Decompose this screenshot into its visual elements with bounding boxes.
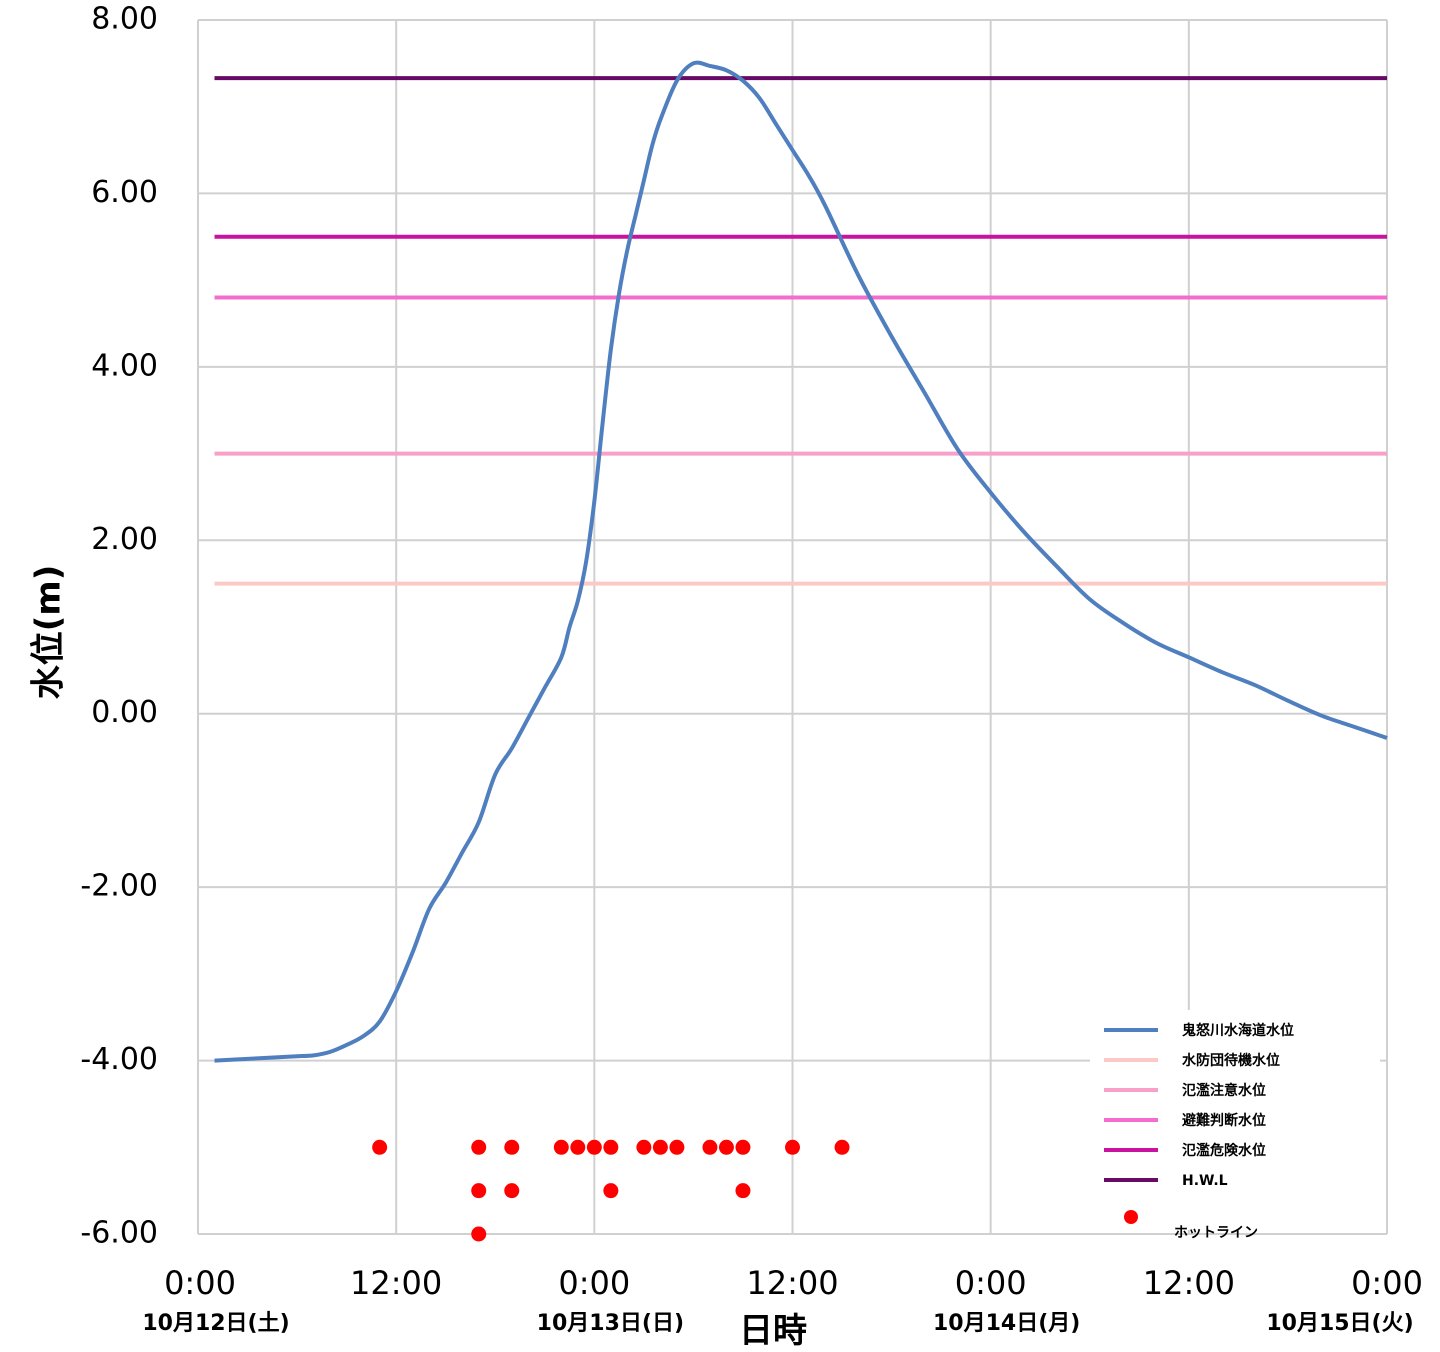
y-tick-label: -4.00: [80, 1042, 158, 1077]
x-axis-title: 日時: [739, 1311, 807, 1351]
legend-marker: [1124, 1210, 1138, 1224]
x-tick-label: 0:00: [1351, 1264, 1423, 1302]
hotline-point: [718, 1139, 734, 1155]
x-date-label: 10月13日(日): [537, 1311, 684, 1336]
hotline-point: [553, 1139, 569, 1155]
y-tick-label: 2.00: [91, 522, 158, 557]
hotline-point: [834, 1139, 850, 1155]
legend-label: 鬼怒川水海道水位: [1182, 1022, 1294, 1039]
y-tick-label: -2.00: [80, 869, 158, 904]
y-tick-label: -6.00: [80, 1216, 158, 1251]
hotline-point: [735, 1139, 751, 1155]
hotline-point: [471, 1226, 487, 1242]
hotline-point: [702, 1139, 718, 1155]
x-tick-label: 0:00: [558, 1264, 630, 1302]
x-tick-label: 12:00: [1143, 1264, 1235, 1302]
y-axis-title: 水位(m): [29, 565, 69, 700]
x-axis-ticks: 0:00 10月12日(土) 12:00 0:00 10月13日(日) 12:00 0:00…: [142, 1264, 1423, 1336]
x-tick-label: 0:00: [164, 1264, 236, 1302]
hotline-point: [735, 1183, 751, 1199]
legend-label: ホットライン: [1174, 1225, 1258, 1241]
legend-label: 氾濫危険水位: [1182, 1142, 1266, 1159]
x-tick-label: 12:00: [350, 1264, 442, 1302]
water-level-line: [214, 60, 1388, 1063]
hotline-point: [586, 1139, 602, 1155]
x-date-label: 10月15日(火): [1266, 1311, 1413, 1336]
hotline-point: [603, 1139, 619, 1155]
hotline-point: [504, 1139, 520, 1155]
hotline-points: [372, 1139, 850, 1242]
y-tick-label: 6.00: [91, 175, 158, 210]
legend-label: H.W.L: [1182, 1173, 1228, 1189]
legend-label: 氾濫注意水位: [1182, 1082, 1266, 1099]
hotline-point: [603, 1183, 619, 1199]
threshold-lines: [214, 76, 1387, 586]
x-date-label: 10月14日(月): [933, 1311, 1080, 1336]
hotline-point: [471, 1139, 487, 1155]
legend-label: 水防団待機水位: [1182, 1052, 1280, 1069]
hotline-point: [372, 1139, 388, 1155]
hotline-point: [785, 1139, 800, 1155]
hotline-point: [652, 1139, 668, 1155]
hotline-point: [570, 1139, 586, 1155]
y-tick-label: 0.00: [91, 695, 158, 730]
water-level-series: [214, 60, 1388, 1063]
x-tick-label: 0:00: [955, 1264, 1027, 1302]
hotline-point: [504, 1183, 520, 1199]
y-axis-ticks: 8.00 6.00 4.00 2.00 0.00 -2.00 -4.00 -6.00: [80, 2, 158, 1251]
hotline-point: [471, 1183, 487, 1199]
hotline-point: [669, 1139, 685, 1155]
y-tick-label: 8.00: [91, 2, 158, 37]
x-date-label: 10月12日(土): [142, 1311, 289, 1336]
legend-label: 避難判断水位: [1182, 1112, 1266, 1129]
hotline-point: [636, 1139, 652, 1155]
x-tick-label: 12:00: [746, 1264, 838, 1302]
y-tick-label: 4.00: [91, 348, 158, 383]
